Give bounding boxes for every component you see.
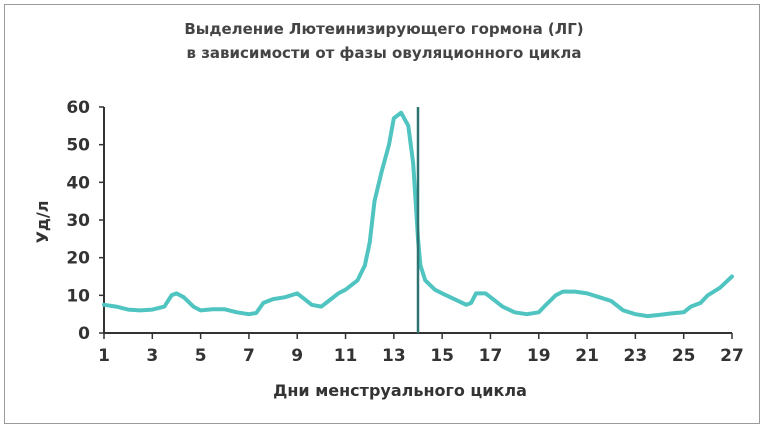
x-tick-label: 13 [382,346,406,366]
y-tick-label: 40 [66,173,90,193]
x-tick-label: 3 [146,346,158,366]
x-tick-label: 23 [624,346,648,366]
y-tick-label: 60 [66,98,90,118]
x-tick-label: 15 [430,346,454,366]
y-tick-label: 20 [66,249,90,269]
x-tick-label: 19 [527,346,551,366]
x-tick-label: 17 [479,346,503,366]
chart-title-line-1: Выделение Лютеинизирующего гормона (ЛГ) [184,20,584,38]
x-tick-label: 9 [291,346,303,366]
x-tick-label: 5 [195,346,207,366]
x-tick-label: 7 [243,346,255,366]
x-tick-label: 21 [575,346,599,366]
y-tick-label: 10 [66,286,90,306]
chart-title-line-2: в зависимости от фазы овуляционного цикл… [186,44,582,62]
y-tick-label: 0 [78,324,90,344]
x-tick-label: 25 [672,346,696,366]
y-tick-label: 30 [66,211,90,231]
lh-series-line [102,110,734,319]
x-axis-label: Дни менструального цикла [273,381,527,400]
x-tick-label: 11 [334,346,358,366]
chart-frame [4,4,760,424]
y-axis-label: Уд/л [33,201,52,244]
y-tick-label: 50 [66,136,90,156]
x-tick-label: 1 [98,346,110,366]
x-tick-label: 27 [720,346,744,366]
